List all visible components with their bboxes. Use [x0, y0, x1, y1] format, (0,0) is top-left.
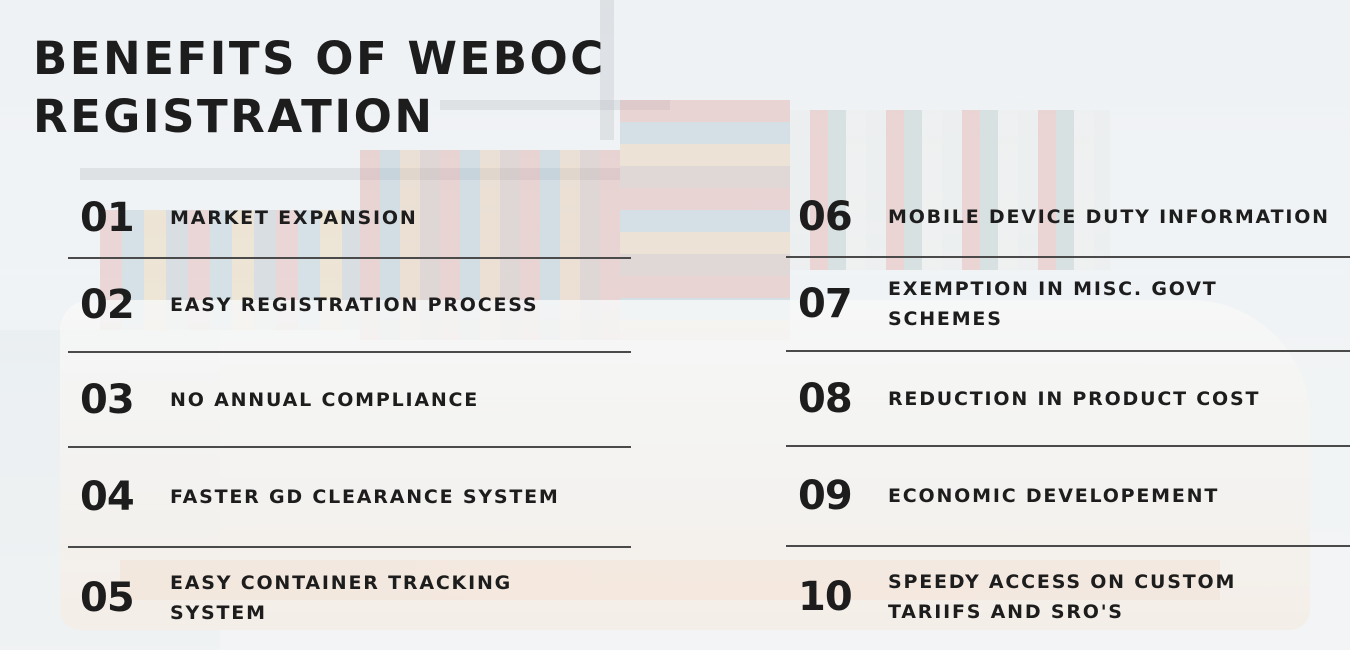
- benefit-label: NO ANNUAL COMPLIANCE: [170, 388, 480, 411]
- benefit-label: SPEEDY ACCESS ON CUSTOM TARIIFS AND SRO'…: [888, 571, 1237, 623]
- benefit-number: 10: [798, 574, 853, 620]
- benefit-label: MOBILE DEVICE DUTY INFORMATION: [888, 206, 1330, 228]
- benefit-item: 08 REDUCTION IN PRODUCT COST: [786, 352, 1350, 447]
- benefit-label: ECONOMIC DEVELOPEMENT: [888, 485, 1220, 507]
- benefit-item: 04 FASTER GD CLEARANCE SYSTEM: [68, 448, 631, 548]
- benefits-list-left: 01 MARKET EXPANSION 02 EASY REGISTRATION…: [68, 178, 631, 648]
- benefit-item: 06 MOBILE DEVICE DUTY INFORMATION: [786, 178, 1350, 258]
- benefit-item: 09 ECONOMIC DEVELOPEMENT: [786, 447, 1350, 547]
- benefit-item: 10 SPEEDY ACCESS ON CUSTOM TARIIFS AND S…: [786, 547, 1350, 647]
- benefit-number: 04: [80, 474, 135, 520]
- benefit-number: 02: [80, 282, 135, 328]
- benefit-item: 03 NO ANNUAL COMPLIANCE: [68, 353, 631, 448]
- benefit-label: MARKET EXPANSION: [170, 206, 418, 229]
- page-title: BENEFITS OF WEBOC REGISTRATION: [33, 32, 606, 143]
- benefit-number: 09: [798, 473, 853, 519]
- benefit-label: FASTER GD CLEARANCE SYSTEM: [170, 486, 560, 508]
- benefit-number: 05: [80, 575, 135, 621]
- benefit-number: 01: [80, 194, 135, 241]
- benefit-item: 02 EASY REGISTRATION PROCESS: [68, 259, 631, 353]
- benefit-item: 07 EXEMPTION IN MISC. GOVT SCHEMES: [786, 258, 1350, 352]
- benefit-item: 01 MARKET EXPANSION: [68, 178, 631, 259]
- benefit-label: EASY CONTAINER TRACKING SYSTEM: [170, 572, 513, 624]
- benefit-item: 05 EASY CONTAINER TRACKING SYSTEM: [68, 548, 631, 648]
- benefit-number: 08: [798, 375, 853, 422]
- benefit-number: 03: [80, 376, 135, 423]
- benefit-label: EASY REGISTRATION PROCESS: [170, 294, 539, 316]
- benefits-list-right: 06 MOBILE DEVICE DUTY INFORMATION 07 EXE…: [786, 178, 1350, 647]
- benefit-number: 06: [798, 194, 853, 240]
- benefit-label: EXEMPTION IN MISC. GOVT SCHEMES: [888, 278, 1218, 330]
- benefit-number: 07: [798, 281, 853, 327]
- benefit-label: REDUCTION IN PRODUCT COST: [888, 387, 1261, 410]
